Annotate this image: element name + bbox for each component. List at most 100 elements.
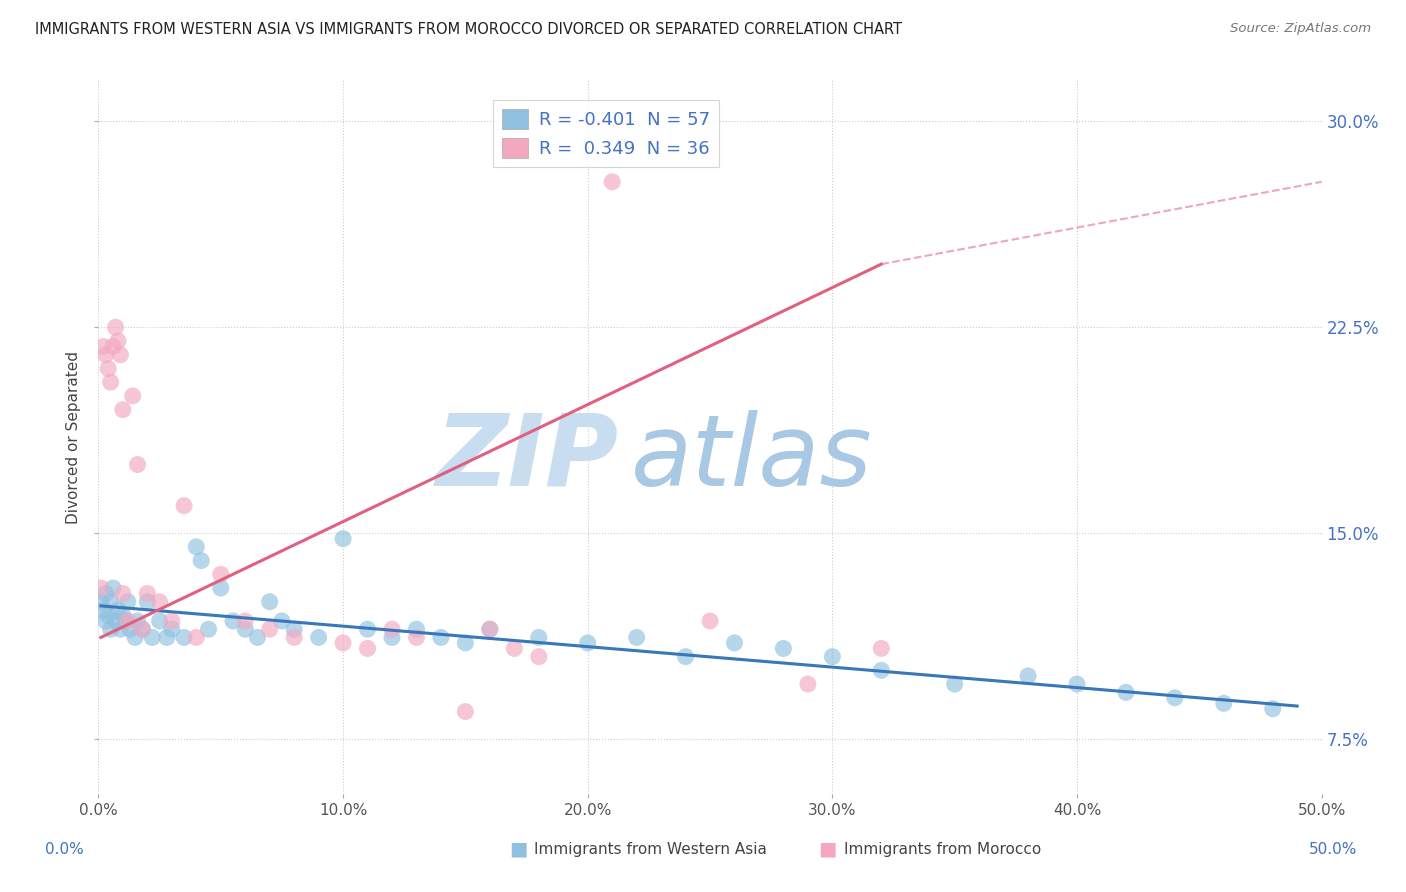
Point	[381, 622, 404, 636]
Point	[160, 622, 183, 636]
Point	[117, 614, 139, 628]
Point	[91, 339, 114, 353]
Point	[1212, 696, 1234, 710]
Point	[97, 608, 120, 623]
Text: Immigrants from Western Asia: Immigrants from Western Asia	[534, 842, 768, 856]
Point	[90, 581, 112, 595]
Point	[430, 631, 453, 645]
Point	[527, 649, 550, 664]
Point	[136, 595, 159, 609]
Point	[100, 375, 122, 389]
Point	[1115, 685, 1137, 699]
Point	[114, 614, 136, 628]
Point	[100, 622, 122, 636]
Point	[197, 622, 219, 636]
Point	[576, 636, 599, 650]
Point	[94, 586, 117, 600]
Point	[209, 581, 232, 595]
Point	[478, 622, 501, 636]
Point	[131, 622, 153, 636]
Point	[699, 614, 721, 628]
Point	[405, 631, 427, 645]
Point	[233, 622, 256, 636]
Point	[97, 361, 120, 376]
Point	[222, 614, 245, 628]
Point	[675, 649, 697, 664]
Point	[405, 622, 427, 636]
Point	[356, 622, 378, 636]
Point	[870, 664, 893, 678]
Text: 50.0%: 50.0%	[1309, 842, 1357, 856]
Point	[104, 614, 127, 628]
Point	[136, 586, 159, 600]
Point	[107, 603, 129, 617]
Point	[797, 677, 820, 691]
Point	[626, 631, 648, 645]
Point	[156, 631, 179, 645]
Text: 0.0%: 0.0%	[45, 842, 84, 856]
Text: atlas: atlas	[630, 410, 872, 507]
Point	[101, 581, 124, 595]
Point	[209, 567, 232, 582]
Point	[149, 614, 172, 628]
Point	[270, 614, 294, 628]
Point	[131, 622, 153, 636]
Point	[121, 389, 143, 403]
Point	[111, 402, 134, 417]
Point	[124, 631, 146, 645]
Point	[90, 595, 112, 609]
Point	[332, 532, 354, 546]
Point	[160, 614, 183, 628]
Point	[111, 586, 134, 600]
Point	[283, 631, 305, 645]
Point	[246, 631, 269, 645]
Point	[943, 677, 966, 691]
Point	[233, 614, 256, 628]
Point	[190, 553, 212, 567]
Point	[127, 614, 149, 628]
Point	[356, 641, 378, 656]
Point	[283, 622, 305, 636]
Point	[173, 631, 195, 645]
Point	[117, 595, 139, 609]
Point	[478, 622, 501, 636]
Point	[104, 320, 127, 334]
Text: ZIP: ZIP	[436, 410, 619, 507]
Text: ■: ■	[818, 839, 837, 859]
Point	[120, 622, 142, 636]
Point	[186, 631, 208, 645]
Point	[1261, 702, 1284, 716]
Point	[454, 636, 477, 650]
Legend: R = -0.401  N = 57, R =  0.349  N = 36: R = -0.401 N = 57, R = 0.349 N = 36	[494, 100, 718, 167]
Point	[94, 348, 117, 362]
Y-axis label: Divorced or Separated: Divorced or Separated	[66, 351, 82, 524]
Point	[259, 595, 281, 609]
Point	[186, 540, 208, 554]
Point	[723, 636, 745, 650]
Point	[381, 631, 404, 645]
Point	[503, 641, 526, 656]
Point	[870, 641, 893, 656]
Point	[101, 339, 124, 353]
Point	[454, 705, 477, 719]
Point	[772, 641, 794, 656]
Point	[1164, 690, 1187, 705]
Point	[110, 622, 132, 636]
Point	[100, 595, 122, 609]
Text: Immigrants from Morocco: Immigrants from Morocco	[844, 842, 1040, 856]
Point	[91, 603, 114, 617]
Point	[94, 614, 117, 628]
Point	[259, 622, 281, 636]
Point	[111, 608, 134, 623]
Point	[141, 631, 163, 645]
Point	[308, 631, 330, 645]
Point	[127, 458, 149, 472]
Point	[821, 649, 844, 664]
Point	[149, 595, 172, 609]
Point	[332, 636, 354, 650]
Point	[110, 348, 132, 362]
Point	[1066, 677, 1088, 691]
Point	[173, 499, 195, 513]
Point	[1017, 669, 1039, 683]
Text: ■: ■	[509, 839, 527, 859]
